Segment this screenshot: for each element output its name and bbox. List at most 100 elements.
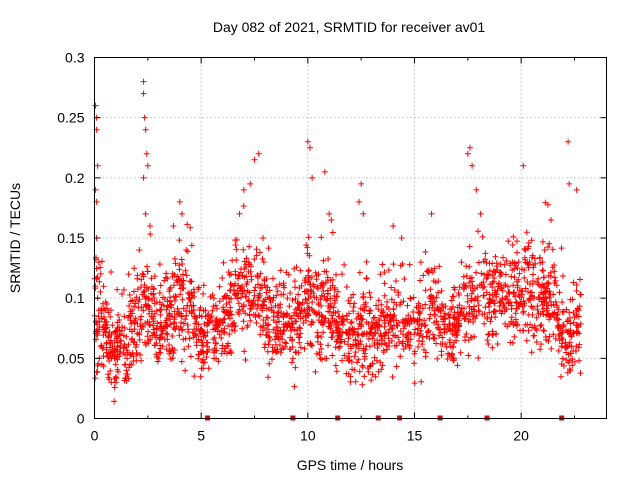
data-point xyxy=(151,295,158,302)
data-point xyxy=(111,345,118,352)
data-point xyxy=(408,316,415,323)
data-point xyxy=(187,353,194,360)
data-point xyxy=(321,355,328,362)
data-point xyxy=(469,282,476,289)
data-point xyxy=(151,300,158,307)
data-point xyxy=(148,283,155,290)
data-point xyxy=(503,258,510,265)
data-point xyxy=(195,351,202,358)
data-point xyxy=(318,312,325,319)
data-point xyxy=(196,307,203,314)
data-point xyxy=(390,313,397,320)
data-point xyxy=(144,268,151,275)
data-point xyxy=(359,381,366,388)
data-point xyxy=(544,201,551,208)
data-point xyxy=(486,291,493,298)
data-point xyxy=(482,250,489,257)
data-point xyxy=(495,283,502,290)
data-point xyxy=(558,343,565,350)
data-point xyxy=(94,368,101,375)
data-point xyxy=(177,291,184,298)
data-point xyxy=(186,278,193,285)
data-point xyxy=(351,366,358,373)
data-point xyxy=(466,316,473,323)
data-point xyxy=(143,150,150,157)
data-point xyxy=(248,276,255,283)
data-point xyxy=(272,319,279,326)
data-point xyxy=(536,294,543,301)
data-point xyxy=(192,315,199,322)
data-point xyxy=(385,320,392,327)
data-point xyxy=(261,298,268,305)
data-point xyxy=(540,327,547,334)
data-point xyxy=(392,278,399,285)
data-point xyxy=(520,327,527,334)
data-point xyxy=(328,334,335,341)
data-point xyxy=(574,322,581,329)
data-point xyxy=(335,344,342,351)
data-point xyxy=(270,313,277,320)
data-point xyxy=(486,303,493,310)
data-point xyxy=(559,299,566,306)
data-point xyxy=(507,262,514,269)
data-point xyxy=(192,320,199,327)
data-point xyxy=(489,328,496,335)
data-point xyxy=(531,255,538,262)
data-point xyxy=(308,274,315,281)
data-point xyxy=(180,320,187,327)
data-point xyxy=(302,296,309,303)
data-point xyxy=(388,296,395,303)
data-point xyxy=(484,336,491,343)
data-point xyxy=(427,286,434,293)
data-point xyxy=(233,246,240,253)
data-point xyxy=(360,294,367,301)
data-point xyxy=(556,331,563,338)
data-point xyxy=(195,351,202,358)
data-point xyxy=(276,335,283,342)
data-point xyxy=(435,289,442,296)
data-point xyxy=(143,263,150,270)
data-point xyxy=(237,294,244,301)
data-point xyxy=(153,307,160,314)
data-point xyxy=(450,284,457,291)
data-point xyxy=(129,297,136,304)
data-point xyxy=(274,314,281,321)
data-point xyxy=(211,326,218,333)
data-point xyxy=(505,238,512,245)
data-point xyxy=(523,229,530,236)
data-point xyxy=(419,305,426,312)
data-point xyxy=(235,290,242,297)
data-point xyxy=(350,304,357,311)
data-point xyxy=(547,291,554,298)
data-point xyxy=(374,337,381,344)
data-point xyxy=(515,292,522,299)
data-point xyxy=(277,327,284,334)
data-point xyxy=(453,337,460,344)
data-point xyxy=(243,273,250,280)
data-point xyxy=(458,309,465,316)
data-point xyxy=(315,271,322,278)
data-point xyxy=(314,329,321,336)
data-point xyxy=(156,261,163,268)
data-point xyxy=(510,233,517,240)
data-point xyxy=(219,274,226,281)
data-point xyxy=(381,292,388,299)
data-point xyxy=(551,262,558,269)
data-point xyxy=(142,210,149,217)
data-point xyxy=(401,276,408,283)
data-point xyxy=(198,365,205,372)
data-point xyxy=(539,238,546,245)
data-point xyxy=(123,367,130,374)
data-point xyxy=(157,311,164,318)
data-point xyxy=(305,267,312,274)
data-point xyxy=(325,256,332,263)
data-point xyxy=(328,312,335,319)
x-tick-label: 0 xyxy=(91,428,99,444)
data-point xyxy=(138,313,145,320)
data-point xyxy=(479,233,486,240)
data-point xyxy=(466,303,473,310)
data-point xyxy=(166,310,173,317)
data-point xyxy=(163,317,170,324)
data-point xyxy=(161,277,168,284)
data-point xyxy=(333,368,340,375)
